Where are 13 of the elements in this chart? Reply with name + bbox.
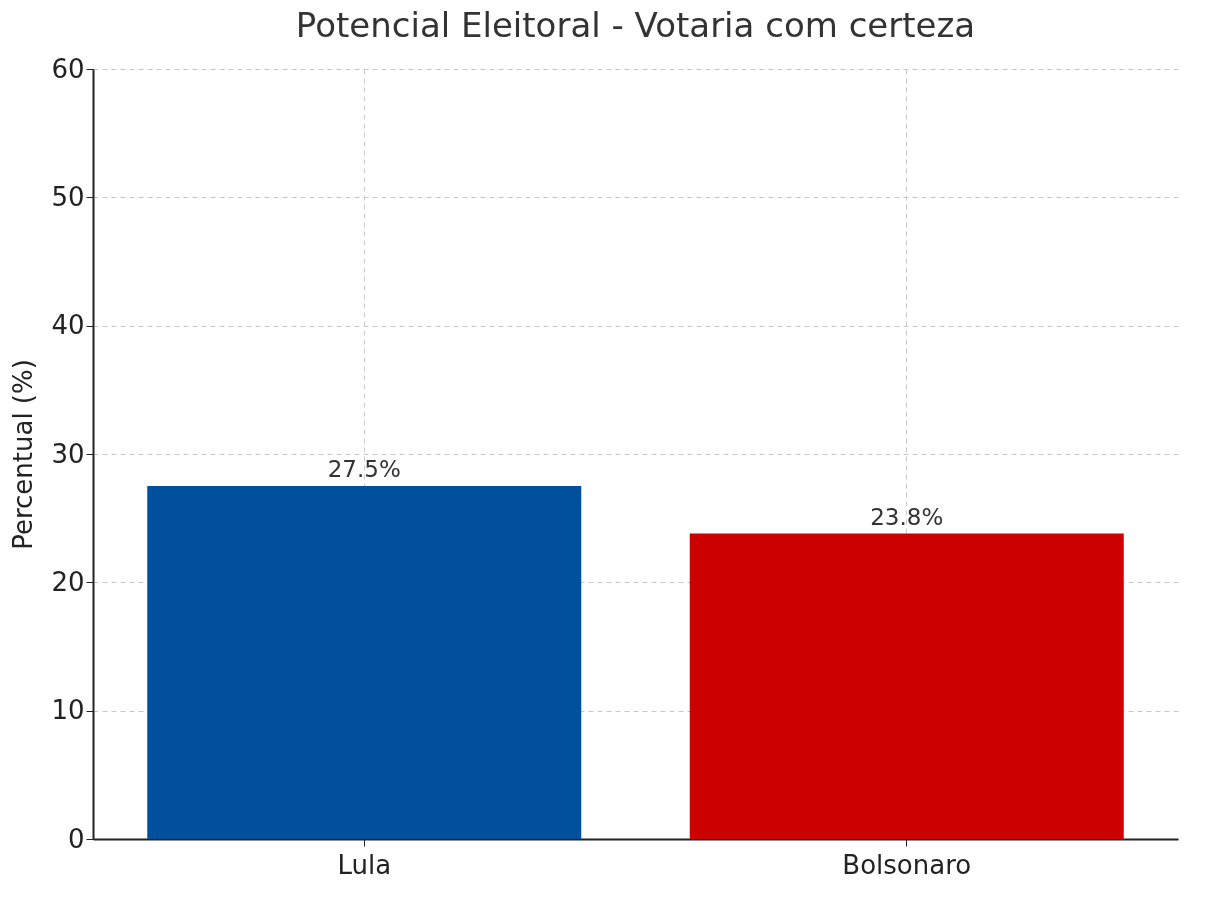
data-label: 27.5% [327,456,401,483]
data-label: 23.8% [870,503,944,530]
y-axis-title: Percentual (%) [8,359,39,550]
y-tick-label: 30 [51,438,85,469]
y-tick-label: 20 [51,566,85,597]
x-tick-label: Lula [337,849,392,880]
y-tick-label: 10 [51,695,85,726]
y-tick-label: 50 [51,181,85,212]
x-tick-label: Bolsonaro [842,849,972,880]
y-tick-label: 60 [51,53,85,84]
chart-title: Potencial Eleitoral - Votaria com certeza [295,5,976,45]
y-tick-label: 40 [51,310,85,341]
y-tick-label: 0 [67,823,85,854]
